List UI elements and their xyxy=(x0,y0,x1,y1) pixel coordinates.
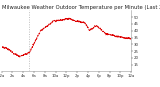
Text: Milwaukee Weather Outdoor Temperature per Minute (Last 24 Hours): Milwaukee Weather Outdoor Temperature pe… xyxy=(2,5,160,10)
